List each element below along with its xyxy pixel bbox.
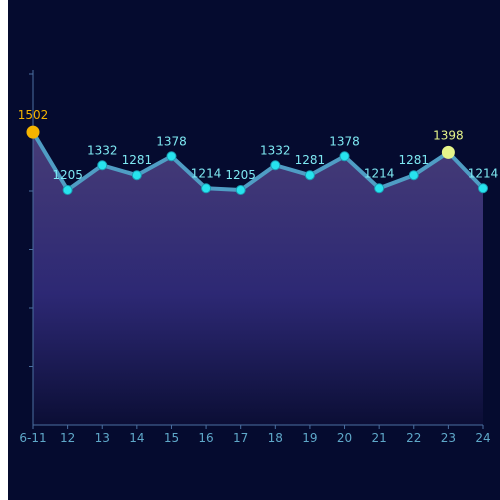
data-label: 1378 — [156, 134, 187, 148]
data-label: 1205 — [225, 168, 256, 182]
x-tick-label: 14 — [129, 431, 144, 445]
data-label: 1502 — [18, 108, 49, 122]
data-point — [374, 183, 385, 194]
data-label: 1205 — [52, 168, 83, 182]
x-tick-label: 19 — [302, 431, 317, 445]
data-label: 1214 — [468, 166, 499, 180]
data-point — [408, 170, 419, 181]
data-label: 1281 — [295, 153, 326, 167]
data-label: 1398 — [433, 128, 464, 142]
data-point — [97, 160, 108, 171]
data-point — [235, 185, 246, 196]
data-point — [201, 183, 212, 194]
data-label: 1281 — [122, 153, 153, 167]
x-tick-label: 24 — [475, 431, 490, 445]
data-point — [478, 183, 488, 194]
x-tick-label: 22 — [406, 431, 421, 445]
data-point — [166, 151, 177, 162]
series-line — [31, 131, 485, 193]
x-tick-label: 13 — [95, 431, 110, 445]
x-tick-label: 17 — [233, 431, 248, 445]
x-tick-label: 20 — [337, 431, 352, 445]
data-label: 1214 — [364, 166, 395, 180]
data-label: 1332 — [260, 143, 291, 157]
highlight-point — [26, 125, 40, 139]
data-label: 1332 — [87, 143, 118, 157]
data-point — [339, 151, 350, 162]
x-tick-label: 15 — [164, 431, 179, 445]
data-point — [131, 170, 142, 181]
left-edge-strip — [0, 0, 8, 500]
highlight-point — [441, 145, 455, 159]
x-tick-label: 23 — [441, 431, 456, 445]
data-point — [304, 170, 315, 181]
data-label: 1214 — [191, 166, 222, 180]
x-tick-label: 16 — [198, 431, 213, 445]
x-tick-label: 6-11 — [19, 431, 46, 445]
data-label: 1281 — [398, 153, 429, 167]
series-area — [33, 132, 483, 426]
x-tick-label: 18 — [268, 431, 283, 445]
data-label: 1378 — [329, 134, 360, 148]
data-point — [270, 160, 281, 171]
x-tick-label: 21 — [372, 431, 387, 445]
data-point — [62, 185, 73, 196]
x-tick-label: 12 — [60, 431, 75, 445]
